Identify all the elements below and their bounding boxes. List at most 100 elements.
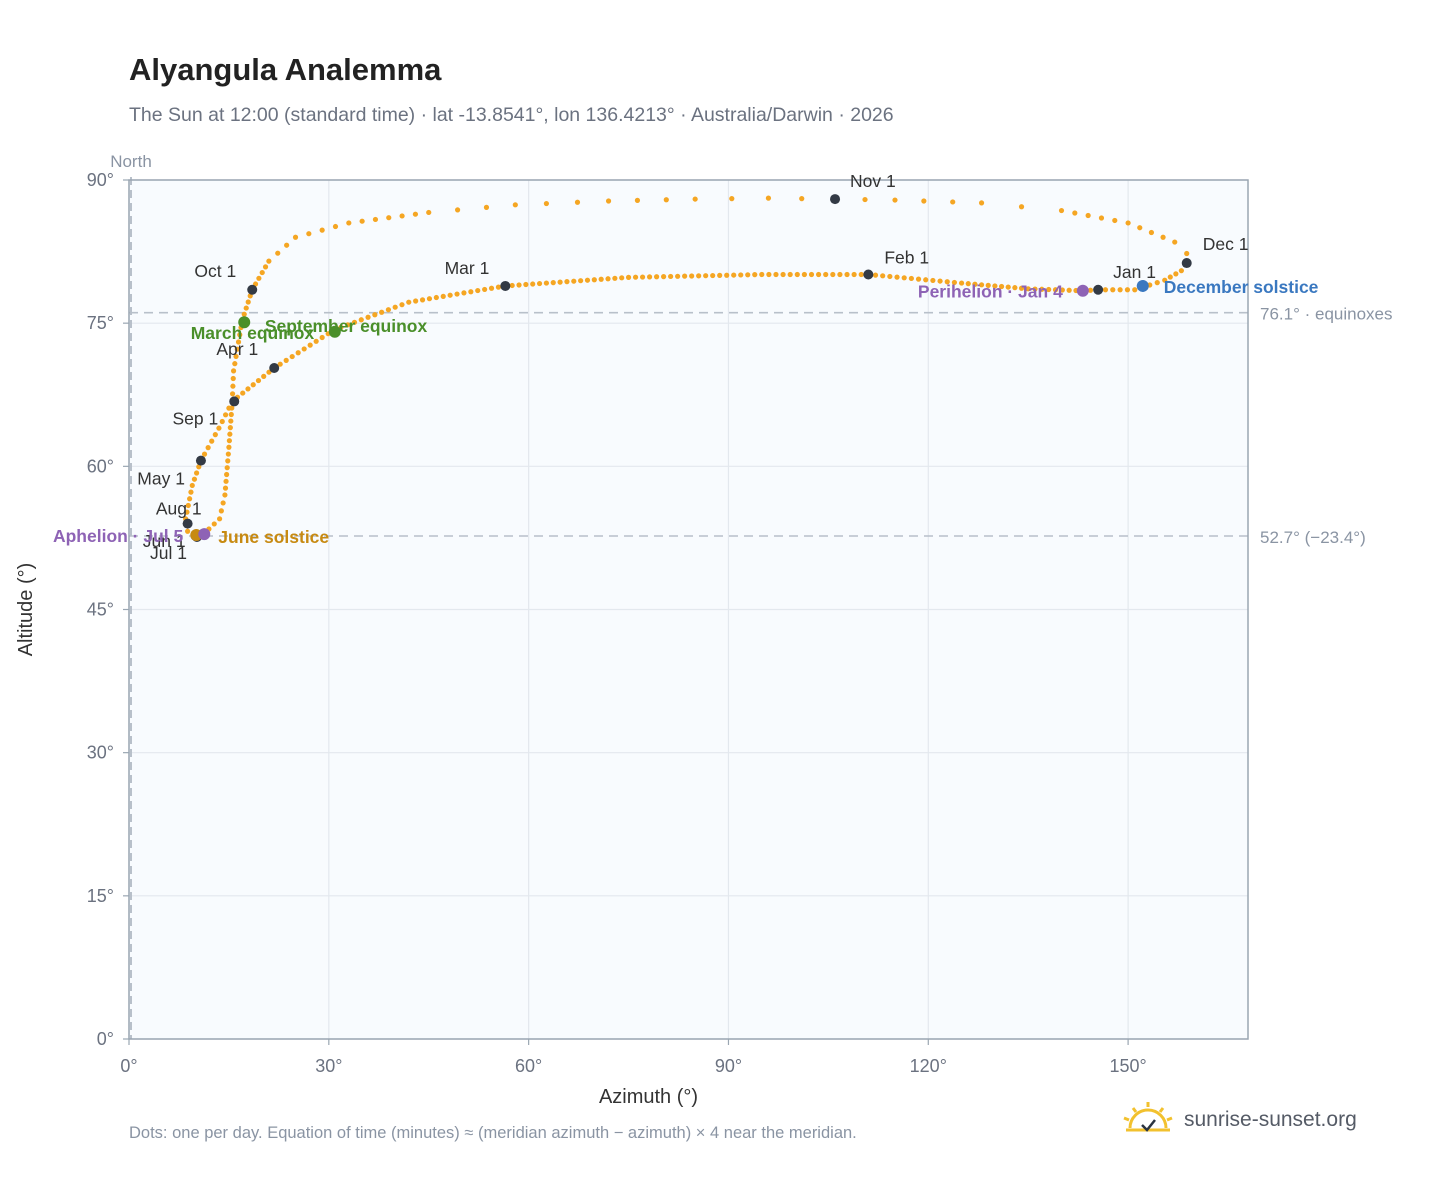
- month-marker: [269, 363, 280, 374]
- x-tick-label: 30°: [315, 1056, 342, 1076]
- day-dot: [1098, 215, 1105, 221]
- day-dot: [523, 281, 529, 288]
- day-dot: [1124, 287, 1131, 293]
- event-label: June solstice: [218, 527, 329, 547]
- event-label: Perihelion · Jan 4: [918, 282, 1063, 302]
- day-dot: [359, 218, 365, 224]
- day-dot: [275, 250, 281, 256]
- day-dot: [1005, 284, 1011, 290]
- day-dot: [483, 204, 490, 210]
- event-label: September equinox: [265, 316, 428, 336]
- day-dot: [219, 418, 225, 425]
- day-dot: [978, 282, 985, 288]
- day-dot: [759, 271, 765, 278]
- day-dot: [1154, 280, 1160, 286]
- day-dot: [1125, 220, 1131, 226]
- day-dot: [225, 451, 231, 457]
- day-dot: [412, 211, 419, 217]
- month-marker: [195, 455, 206, 466]
- day-dot: [731, 272, 737, 278]
- event-marker: [198, 528, 211, 541]
- day-dot: [256, 275, 262, 281]
- day-dot: [295, 350, 301, 356]
- day-dot: [1059, 287, 1065, 293]
- x-tick-label: 60°: [515, 1056, 542, 1076]
- event-marker: [1076, 284, 1089, 297]
- month-marker: [1181, 258, 1192, 269]
- day-dot: [801, 271, 807, 278]
- event-label: March equinox: [191, 323, 315, 343]
- day-dot: [574, 199, 581, 205]
- day-dot: [1066, 287, 1072, 293]
- day-dot: [578, 278, 584, 284]
- day-dot: [682, 273, 688, 279]
- reference-line-label: 52.7° (−23.4°): [1260, 528, 1366, 547]
- day-dot: [663, 197, 669, 203]
- day-dot: [619, 275, 625, 281]
- day-dot: [930, 277, 936, 284]
- month-label: Aug 1: [156, 499, 202, 519]
- day-dot: [729, 196, 735, 202]
- day-dot: [724, 272, 730, 278]
- day-dot: [227, 425, 233, 431]
- day-dot: [209, 438, 215, 444]
- event-label: Aphelion · Jul 5: [53, 526, 184, 546]
- y-tick-label: 45°: [87, 600, 114, 620]
- day-dot: [262, 264, 269, 270]
- day-dot: [386, 215, 392, 221]
- day-dot: [345, 322, 351, 328]
- day-dot: [1018, 285, 1025, 291]
- day-dot: [230, 375, 236, 382]
- day-dot: [222, 485, 229, 491]
- day-dot: [978, 200, 985, 206]
- day-dot: [851, 271, 857, 278]
- day-dot: [1162, 277, 1168, 283]
- day-dot: [837, 271, 843, 278]
- day-dot: [185, 502, 191, 509]
- day-dot: [223, 478, 229, 484]
- day-dot: [992, 283, 998, 289]
- month-label: May 1: [137, 469, 185, 489]
- day-dot: [1058, 207, 1065, 214]
- day-dot: [625, 274, 632, 280]
- day-dot: [1172, 239, 1178, 245]
- day-dot: [717, 272, 723, 278]
- month-label: Dec 1: [1203, 234, 1249, 254]
- day-dot: [915, 276, 922, 282]
- day-dot: [222, 412, 229, 418]
- month-marker: [182, 518, 193, 529]
- day-dot: [261, 373, 267, 379]
- day-dot: [440, 293, 446, 299]
- day-dot: [1085, 212, 1091, 219]
- day-dot: [773, 271, 779, 278]
- day-dot: [365, 314, 371, 320]
- day-dot: [985, 282, 991, 288]
- day-dot: [1039, 286, 1045, 292]
- day-dot: [808, 271, 815, 278]
- day-dot: [447, 292, 453, 298]
- day-dot: [433, 294, 439, 301]
- day-dot: [189, 482, 195, 489]
- brand[interactable]: sunrise-sunset.org: [1120, 1100, 1357, 1140]
- day-dot: [319, 334, 325, 341]
- day-dot: [482, 286, 488, 293]
- month-label: Nov 1: [850, 171, 896, 191]
- day-dot: [212, 432, 218, 438]
- day-dot: [880, 273, 886, 279]
- day-dot: [862, 196, 868, 203]
- day-dot: [225, 458, 231, 464]
- day-dot: [245, 299, 251, 305]
- day-dot: [241, 311, 247, 317]
- day-dot: [675, 273, 681, 279]
- day-dot: [227, 431, 233, 437]
- day-dot: [475, 287, 481, 294]
- reference-lines: 76.1° · equinoxes 52.7° (−23.4°): [129, 305, 1393, 547]
- axis-ticks: 0° 30° 60° 90° 120° 150° 0° 15° 30° 45° 60° 75° 90°: [87, 170, 1147, 1076]
- day-dot: [653, 274, 660, 280]
- day-dot: [277, 361, 283, 367]
- month-label: Sep 1: [173, 408, 219, 428]
- day-dot: [1137, 225, 1143, 231]
- day-dot: [1117, 287, 1123, 293]
- day-dot: [530, 281, 536, 287]
